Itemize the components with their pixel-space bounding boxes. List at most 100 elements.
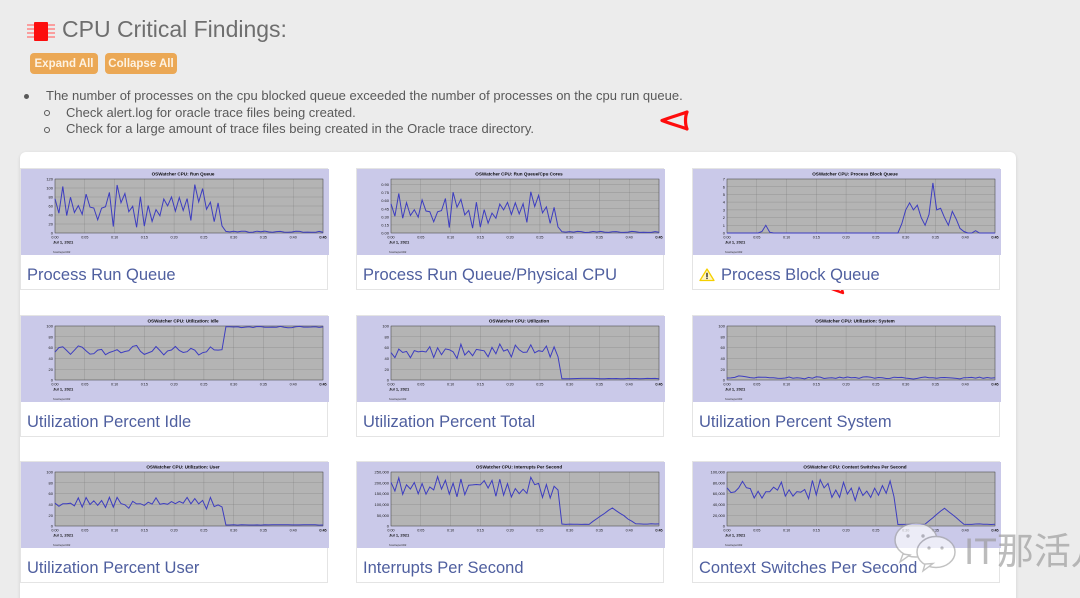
- svg-text:0:15: 0:15: [141, 382, 148, 386]
- svg-text:OSWatcher CPU: Utilization: I: OSWatcher CPU: Utilization: Idle: [147, 318, 218, 323]
- svg-text:0:15: 0:15: [813, 529, 820, 533]
- svg-text:OSWatcher CPU: Interrupts Per: OSWatcher CPU: Interrupts Per Second: [476, 465, 563, 470]
- svg-text:0:40: 0:40: [290, 382, 297, 386]
- svg-text:0:35: 0:35: [260, 529, 267, 533]
- svg-text:0.45: 0.45: [381, 206, 390, 211]
- svg-text:Jul 1, 2021: Jul 1, 2021: [725, 240, 746, 245]
- svg-text:0:20: 0:20: [171, 236, 178, 240]
- svg-text:60: 60: [49, 491, 54, 496]
- svg-text:OSWatcher CPU: Run Queue: OSWatcher CPU: Run Queue: [152, 172, 215, 177]
- svg-text:0:35: 0:35: [596, 529, 603, 533]
- svg-text:Jul 1, 2021: Jul 1, 2021: [389, 386, 410, 391]
- svg-text:0.75: 0.75: [381, 190, 390, 195]
- svg-text:hostreport02: hostreport02: [725, 543, 743, 547]
- svg-text:0:20: 0:20: [171, 382, 178, 386]
- svg-text:100,000: 100,000: [711, 470, 726, 475]
- svg-text:0:35: 0:35: [260, 236, 267, 240]
- svg-text:0:10: 0:10: [447, 382, 454, 386]
- svg-text:0:05: 0:05: [81, 236, 88, 240]
- svg-text:Jul 1, 2021: Jul 1, 2021: [389, 533, 410, 538]
- svg-text:hostreport02: hostreport02: [389, 397, 407, 401]
- svg-text:Jul 1, 2021: Jul 1, 2021: [725, 533, 746, 538]
- svg-text:20,000: 20,000: [713, 513, 726, 518]
- svg-text:0:10: 0:10: [783, 236, 790, 240]
- svg-text:0:10: 0:10: [111, 382, 118, 386]
- svg-text:20: 20: [49, 513, 54, 518]
- svg-text:0:46: 0:46: [991, 236, 998, 240]
- svg-text:hostreport02: hostreport02: [725, 397, 743, 401]
- svg-text:0:25: 0:25: [200, 382, 207, 386]
- svg-text:0:05: 0:05: [417, 236, 424, 240]
- svg-text:0:10: 0:10: [783, 529, 790, 533]
- svg-text:0:40: 0:40: [290, 236, 297, 240]
- svg-text:0:40: 0:40: [626, 236, 633, 240]
- svg-text:0:25: 0:25: [872, 236, 879, 240]
- svg-text:20: 20: [49, 366, 54, 371]
- svg-text:Jul 1, 2021: Jul 1, 2021: [53, 533, 74, 538]
- svg-text:0:46: 0:46: [319, 236, 326, 240]
- svg-text:0:35: 0:35: [596, 236, 603, 240]
- svg-text:0:10: 0:10: [447, 236, 454, 240]
- svg-text:0.15: 0.15: [381, 223, 390, 228]
- svg-text:0:46: 0:46: [655, 236, 662, 240]
- svg-text:80,000: 80,000: [713, 480, 726, 485]
- svg-text:40: 40: [49, 502, 54, 507]
- svg-text:hostreport02: hostreport02: [53, 397, 71, 401]
- svg-text:0:05: 0:05: [753, 382, 760, 386]
- svg-text:60: 60: [49, 204, 54, 209]
- svg-text:hostreport02: hostreport02: [53, 543, 71, 547]
- svg-text:0:40: 0:40: [626, 382, 633, 386]
- svg-text:Jul 1, 2021: Jul 1, 2021: [725, 386, 746, 391]
- svg-text:0.30: 0.30: [381, 214, 390, 219]
- svg-text:0:30: 0:30: [566, 529, 573, 533]
- svg-text:20: 20: [49, 222, 54, 227]
- svg-text:200,000: 200,000: [375, 480, 390, 485]
- svg-text:0:25: 0:25: [872, 529, 879, 533]
- svg-text:20: 20: [721, 366, 726, 371]
- svg-text:0:30: 0:30: [230, 529, 237, 533]
- svg-text:OSWatcher CPU: Utilization: S: OSWatcher CPU: Utilization: System: [815, 318, 894, 323]
- svg-text:0:05: 0:05: [753, 236, 760, 240]
- svg-text:0:20: 0:20: [843, 236, 850, 240]
- svg-text:40: 40: [49, 356, 54, 361]
- svg-text:0:46: 0:46: [655, 382, 662, 386]
- svg-text:0:20: 0:20: [507, 382, 514, 386]
- svg-text:0:05: 0:05: [417, 382, 424, 386]
- svg-text:0:30: 0:30: [902, 236, 909, 240]
- svg-text:20: 20: [385, 366, 390, 371]
- svg-text:OSWatcher CPU: Utilization: OSWatcher CPU: Utilization: [489, 318, 550, 323]
- svg-text:100: 100: [382, 323, 389, 328]
- svg-text:100: 100: [46, 470, 53, 475]
- svg-text:80: 80: [49, 334, 54, 339]
- svg-text:0:30: 0:30: [902, 382, 909, 386]
- svg-text:100: 100: [46, 186, 53, 191]
- svg-text:0:35: 0:35: [932, 382, 939, 386]
- svg-text:0:40: 0:40: [962, 236, 969, 240]
- svg-text:0:15: 0:15: [477, 382, 484, 386]
- svg-text:60: 60: [721, 345, 726, 350]
- svg-text:40,000: 40,000: [713, 502, 726, 507]
- svg-text:OSWatcher CPU: Utilization: U: OSWatcher CPU: Utilization: User: [146, 465, 220, 470]
- svg-text:120: 120: [46, 177, 53, 182]
- svg-text:100: 100: [46, 323, 53, 328]
- svg-text:0:20: 0:20: [171, 529, 178, 533]
- svg-text:150,000: 150,000: [375, 491, 390, 496]
- svg-text:0:25: 0:25: [872, 382, 879, 386]
- svg-text:0:20: 0:20: [843, 529, 850, 533]
- svg-text:hostreport02: hostreport02: [389, 250, 407, 254]
- svg-text:OSWatcher CPU: Run Queue/Cpu: OSWatcher CPU: Run Queue/Cpu Cores: [475, 172, 563, 177]
- svg-text:0.90: 0.90: [381, 182, 390, 187]
- svg-text:0:05: 0:05: [417, 529, 424, 533]
- svg-text:0:30: 0:30: [230, 382, 237, 386]
- svg-text:0:15: 0:15: [813, 236, 820, 240]
- svg-text:0:15: 0:15: [477, 529, 484, 533]
- svg-text:0:25: 0:25: [200, 529, 207, 533]
- svg-text:40: 40: [721, 356, 726, 361]
- svg-text:0:30: 0:30: [566, 236, 573, 240]
- svg-text:0:20: 0:20: [507, 529, 514, 533]
- svg-text:0:25: 0:25: [536, 236, 543, 240]
- svg-text:0:40: 0:40: [290, 529, 297, 533]
- svg-text:0:35: 0:35: [596, 382, 603, 386]
- svg-text:0:05: 0:05: [81, 529, 88, 533]
- svg-text:Jul 1, 2021: Jul 1, 2021: [53, 240, 74, 245]
